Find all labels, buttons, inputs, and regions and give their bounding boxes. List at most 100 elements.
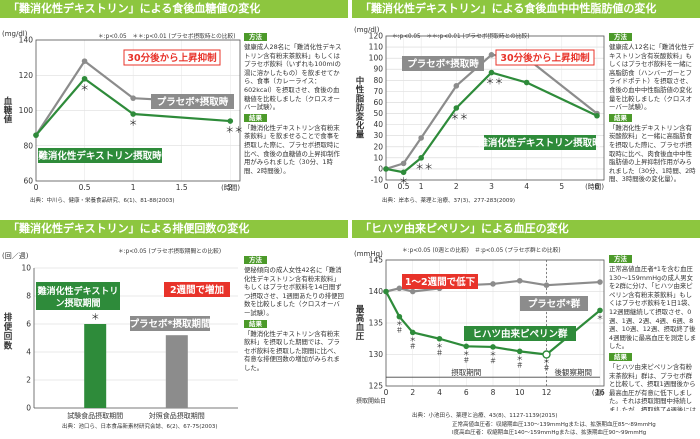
result-tag: 結果 [609, 113, 632, 122]
data-point [400, 160, 407, 167]
callout-test-line1: 難消化性デキストリ [38, 285, 119, 297]
y-tick-label: 140 [369, 287, 384, 296]
callout-test: 難消化性デキストリン摂取時 [477, 137, 602, 149]
x-tick-label: 2 [228, 183, 233, 192]
plot-frame [385, 35, 605, 181]
callout-test-line2: ン摂取期間 [55, 297, 100, 309]
y-tick-label: 100 [19, 106, 34, 115]
data-point [597, 279, 603, 285]
callout-effect-box [164, 282, 230, 297]
period-in-label: 摂取期間 [451, 367, 481, 377]
callout-effect: 30分後から上昇抑制 [500, 52, 590, 64]
callout-placebo-box [130, 316, 210, 331]
callout-placebo: プラセボ*摂取時 [157, 96, 229, 108]
callout-placebo-box [402, 56, 484, 71]
y-axis-label-char: 圧 [356, 332, 365, 342]
y-axis-label-char: 量 [356, 130, 365, 141]
y-tick-label: 80 [373, 76, 383, 85]
callout-effect: 2週間で増加 [170, 284, 224, 296]
x-tick-label: 3 [489, 182, 494, 191]
y-tick-label: 0 [378, 164, 383, 173]
callout-test-box [38, 148, 162, 163]
x-tick-label: 0.5 [79, 183, 91, 192]
y-tick-label: 30 [373, 131, 383, 140]
y-axis-label-char: 変 [356, 112, 365, 123]
y-tick-label: 80 [23, 141, 33, 150]
y-tick-label: 2 [26, 376, 31, 385]
significance-marker: ＊ [409, 335, 416, 343]
x-axis-label: (週) [592, 388, 604, 397]
y-axis-label-char: 血 [356, 322, 365, 333]
x-tick-label: 12 [542, 388, 552, 397]
significance-marker: ＊ [396, 320, 403, 328]
x-tick-label: 0.5 [398, 182, 410, 191]
x-tick-label: 1 [131, 183, 136, 192]
unit-label: (mg/dl) [2, 30, 28, 38]
significance-marker: ＊ [463, 349, 470, 357]
significance-marker: ＊＊ [450, 113, 468, 123]
callout-test-box [484, 135, 596, 150]
data-point [383, 288, 389, 295]
significance-marker: ＊ [516, 354, 523, 362]
data-point-end [542, 350, 551, 359]
significance-marker: ＊ [543, 358, 550, 366]
significance-note: ＊:p<0.05 ＊＊:p<0.01 (プラセボ摂取時との比較) [392, 34, 530, 40]
data-point [130, 95, 136, 101]
panel-title: 「ヒハツ由来ピペリン」による血圧の変化 [352, 220, 700, 238]
result-text: 「難消化性デキストリン含有粉末茶飲料」を飲ませることで食事を摂取した際に、プラセ… [244, 123, 340, 175]
data-point [81, 58, 88, 64]
y-axis-label-char: 高 [356, 313, 365, 324]
data-point [463, 343, 470, 350]
data-point [516, 348, 523, 355]
y-tick-label: 60 [373, 98, 383, 107]
significance-marker: ＊ [489, 350, 496, 358]
callout-placebo: プラセボ*群 [528, 298, 581, 310]
y-tick-label: 140 [19, 36, 34, 45]
callout-effect: 30分後から上昇抑制 [127, 52, 217, 64]
y-tick-label: 8 [26, 292, 31, 301]
data-point [409, 329, 416, 336]
x-tick-label: 対照食品摂取期間 [149, 411, 205, 420]
panel-title: 「難消化性デキストリン」による食後血糖値の変化 [0, 0, 348, 18]
x-tick-label: 1 [419, 182, 424, 191]
y-axis-label-char: 値 [3, 114, 13, 125]
callout-test: ヒハツ由来ピペリン群 [472, 328, 568, 340]
y-tick-label: 90 [373, 65, 383, 74]
y-tick-label: 120 [369, 32, 384, 41]
panel-title: 「難消化性デキストリン」による食後血中中性脂肪値の変化 [352, 0, 700, 18]
data-point [543, 282, 550, 288]
data-point [523, 79, 530, 86]
callout-effect-box [123, 49, 221, 66]
x-tick-label: 0 [384, 182, 389, 191]
result-text: 「難消化性デキストリン含有粉末飲料」を摂取した期間では、プラセボ飲料を摂取した期… [244, 329, 340, 372]
data-point [409, 288, 416, 295]
unit-label: (mg/dl) [354, 26, 380, 34]
y-tick-label: 100 [369, 54, 384, 63]
data-point [597, 307, 603, 314]
significance-marker: ＃ [396, 327, 403, 335]
x-tick-label: 6 [464, 388, 469, 397]
result-tag: 結果 [244, 319, 267, 328]
y-axis-label-char: 最 [356, 304, 365, 315]
significance-note: ＊:p<0.05 ＊＊:p<0.01 (プラセボ摂取時との比較) [98, 34, 236, 40]
data-point [396, 313, 403, 320]
data-point [594, 112, 600, 119]
x-tick-label: 8 [491, 388, 496, 397]
significance-marker: ＊＊ [415, 163, 433, 173]
data-point [130, 111, 136, 117]
significance-marker: ＊ [129, 119, 138, 129]
result-tag: 結果 [609, 352, 632, 361]
footnote-grade1: Ⅰ度高血圧者：収縮期血圧140〜159mmHgまたは、拡張期血圧90〜99mmH… [452, 430, 647, 436]
y-tick-label: 4 [26, 348, 31, 357]
y-axis-label-char: 糖 [4, 105, 13, 116]
y-axis-label-char: 性 [356, 85, 365, 96]
callout-effect-box [495, 49, 595, 66]
method-tag: 方法 [244, 33, 267, 41]
panel-title: 「難消化性デキストリン」による排便回数の変化 [0, 220, 348, 238]
method-tag: 方法 [609, 255, 632, 263]
callout-placebo-box [520, 296, 588, 311]
y-tick-label: 6 [26, 320, 31, 329]
